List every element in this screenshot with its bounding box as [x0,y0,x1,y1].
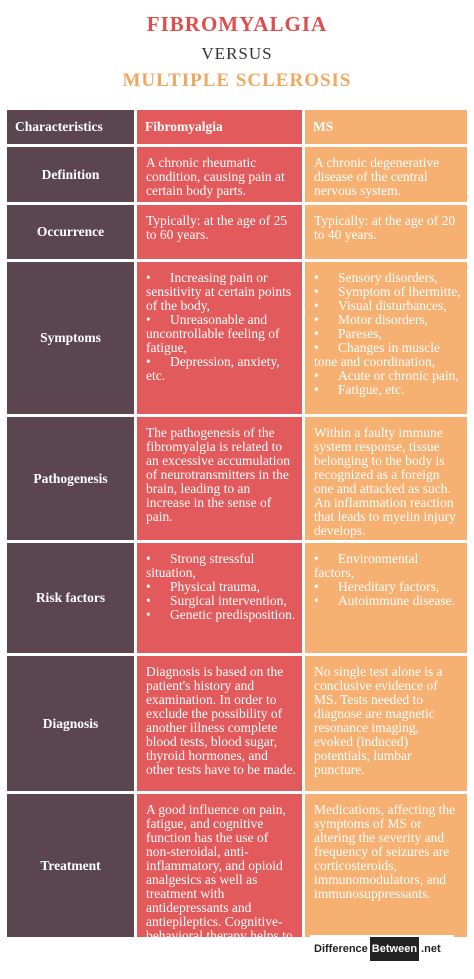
list-item: • Sensory disorders, [314,271,461,285]
bullet-icon: • [314,579,319,594]
list-item: • Pareses, [314,327,461,341]
comparison-table: Characteristics Fibromyalgia MS Definiti… [7,110,467,957]
logo-part-net: .net [419,937,443,961]
bullet-icon: • [146,593,151,608]
row-label: Definition [7,147,134,202]
bullet-icon: • [314,368,319,383]
list-item: • Hereditary factors, [314,580,461,594]
fibromyalgia-cell: The pathogenesis of the fibromyalgia is … [137,417,302,540]
ms-cell: • Sensory disorders, • Symptom of lhermitte… [305,262,467,414]
bullet-icon: • [146,312,151,327]
ms-symptoms-list: • Sensory disorders, • Symptom of lhermitte… [314,271,461,397]
bullet-icon: • [314,326,319,341]
list-item: • Depression, anxiety, etc. [146,355,296,383]
logo-part-difference: Difference [312,937,370,961]
header-fibromyalgia: Fibromyalgia [137,110,302,144]
fibromyalgia-risk-list: • Strong stressful situation, • Physical tr… [146,552,296,622]
ms-cell: • Environmental factors, • Hereditary facto… [305,543,467,653]
title-multiple-sclerosis: MULTIPLE SCLEROSIS [122,70,352,91]
list-item: • Symptom of lhermitte, [314,285,461,299]
list-item: • Visual disturbances, [314,299,461,313]
row-label: Symptoms [7,262,134,414]
logo-part-between: Between [369,937,420,961]
ms-cell: Typically: at the age of 20 to 40 years. [305,205,467,259]
bullet-icon: • [314,284,319,299]
ms-risk-list: • Environmental factors, • Hereditary facto… [314,552,461,608]
list-item: • Changes in muscle tone and coordination… [314,341,461,369]
list-item: • Strong stressful situation, [146,552,296,580]
list-item-text: Environmental factors, [314,551,419,580]
bullet-icon: • [146,354,151,369]
row-label: Diagnosis [7,656,134,791]
list-item-text: Symptom of lhermitte, [338,284,461,299]
list-item-text: Physical trauma, [170,579,260,594]
list-item: • Surgical intervention, [146,594,296,608]
table-row-pathogenesis: Pathogenesis The pathogenesis of the fib… [7,417,467,540]
header-characteristics: Characteristics [7,110,134,144]
list-item-text: Visual disturbances, [338,298,447,313]
difference-between-logo: Difference Between .net [310,935,454,963]
list-item-text: Motor disorders, [338,312,428,327]
row-label: Treatment [7,794,134,937]
list-item-text: Fatigue, etc. [338,382,405,397]
ms-cell: Within a faulty immune system response, … [305,417,467,540]
bullet-icon: • [314,551,319,566]
ms-cell: No single test alone is a conclusive evi… [305,656,467,791]
list-item-text: Hereditary factors, [338,579,440,594]
bullet-icon: • [314,593,319,608]
bullet-icon: • [314,382,319,397]
fibromyalgia-cell: • Increasing pain or sensitivity at certa… [137,262,302,414]
list-item-text: Genetic predisposition. [170,607,296,622]
bullet-icon: • [146,607,151,622]
fibromyalgia-symptoms-list: • Increasing pain or sensitivity at certa… [146,271,296,383]
title-versus: VERSUS [201,44,273,63]
list-item-text: Pareses, [338,326,382,341]
list-item-text: Increasing pain or sensitivity at certai… [146,270,292,313]
list-item: • Fatigue, etc. [314,383,461,397]
header-ms: MS [305,110,467,144]
list-item: • Unreasonable and uncontrollable feeling… [146,313,296,355]
bullet-icon: • [314,312,319,327]
list-item-text: Unreasonable and uncontrollable feeling … [146,312,280,355]
fibromyalgia-cell: A good influence on pain, fatigue, and c… [137,794,302,957]
row-label: Pathogenesis [7,417,134,540]
table-header-row: Characteristics Fibromyalgia MS [7,110,467,144]
table-row-occurrence: Occurrence Typically: at the age of 25 t… [7,205,467,259]
list-item: • Acute or chronic pain, [314,369,461,383]
ms-cell: Medications, affecting the symptoms of M… [305,794,467,937]
list-item-text: Autoimmune disease. [338,593,455,608]
ms-cell: A chronic degenerative disease of the ce… [305,147,467,202]
list-item: • Physical trauma, [146,580,296,594]
list-item: • Increasing pain or sensitivity at certa… [146,271,296,313]
list-item: • Motor disorders, [314,313,461,327]
fibromyalgia-cell: A chronic rheumatic condition, causing p… [137,147,302,202]
title-fibromyalgia: FIBROMYALGIA [146,12,328,36]
list-item: • Environmental factors, [314,552,461,580]
bullet-icon: • [146,270,151,285]
list-item: • Autoimmune disease. [314,594,461,608]
table-row-risk-factors: Risk factors • Strong stressful situation… [7,543,467,653]
fibromyalgia-cell: Typically: at the age of 25 to 60 years. [137,205,302,259]
list-item: • Genetic predisposition. [146,608,296,622]
table-row-definition: Definition A chronic rheumatic condition… [7,147,467,202]
list-item-text: Surgical intervention, [170,593,287,608]
row-label: Risk factors [7,543,134,653]
list-item-text: Changes in muscle tone and coordination, [314,340,440,369]
bullet-icon: • [314,340,319,355]
list-item-text: Depression, anxiety, etc. [146,354,280,383]
row-label: Occurrence [7,205,134,259]
table-row-treatment: Treatment A good influence on pain, fati… [7,794,467,957]
list-item-text: Strong stressful situation, [146,551,255,580]
bullet-icon: • [146,551,151,566]
table-row-symptoms: Symptoms • Increasing pain or sensitivity… [7,262,467,414]
bullet-icon: • [146,579,151,594]
bullet-icon: • [314,270,319,285]
table-row-diagnosis: Diagnosis Diagnosis is based on the pati… [7,656,467,791]
bullet-icon: • [314,298,319,313]
list-item-text: Acute or chronic pain, [338,368,459,383]
fibromyalgia-cell: Diagnosis is based on the patient's hist… [137,656,302,791]
list-item-text: Sensory disorders, [338,270,438,285]
fibromyalgia-cell: • Strong stressful situation, • Physical tr… [137,543,302,653]
